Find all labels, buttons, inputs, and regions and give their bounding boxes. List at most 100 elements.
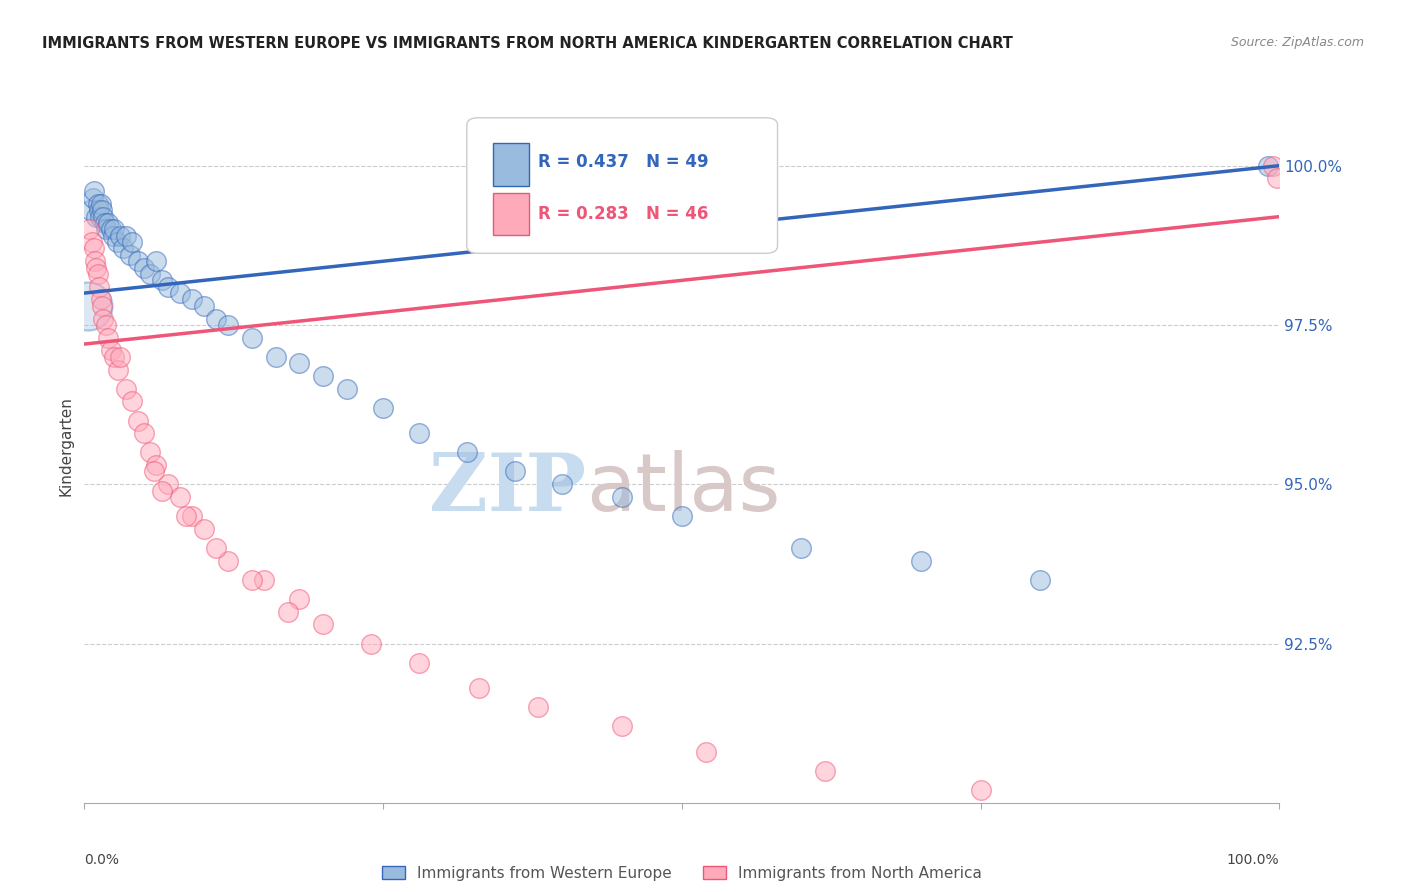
Point: [84, 210, 107, 224]
Point: [118, 248, 141, 262]
Point: [87, 279, 110, 293]
Text: 100.0%: 100.0%: [1227, 853, 1279, 867]
Point: [217, 318, 239, 332]
Y-axis label: Kindergarten: Kindergarten: [58, 396, 73, 496]
Point: [150, 273, 173, 287]
Point: [790, 541, 813, 555]
Point: [93, 216, 115, 230]
Point: [312, 617, 335, 632]
Point: [527, 700, 550, 714]
Point: [115, 382, 138, 396]
Point: [467, 681, 491, 695]
Bar: [494, 193, 529, 235]
Bar: [494, 143, 529, 186]
Point: [127, 413, 149, 427]
Point: [107, 362, 129, 376]
Point: [970, 783, 993, 797]
Point: [910, 554, 932, 568]
Point: [132, 426, 156, 441]
Point: [111, 242, 134, 256]
Text: R = 0.437   N = 49: R = 0.437 N = 49: [538, 153, 709, 171]
Point: [180, 509, 202, 524]
Point: [288, 356, 311, 370]
Point: [110, 350, 132, 364]
Point: [94, 318, 117, 332]
Point: [132, 260, 156, 275]
Point: [336, 382, 359, 396]
Point: [139, 267, 162, 281]
Point: [84, 254, 107, 268]
Point: [90, 293, 112, 307]
Point: [142, 465, 165, 479]
Text: atlas: atlas: [586, 450, 780, 528]
Point: [1256, 159, 1278, 173]
Point: [93, 311, 115, 326]
Text: R = 0.283   N = 46: R = 0.283 N = 46: [538, 205, 709, 223]
Point: [89, 210, 111, 224]
Point: [169, 286, 191, 301]
Point: [139, 445, 162, 459]
Point: [127, 254, 149, 268]
FancyBboxPatch shape: [467, 118, 778, 253]
Point: [105, 235, 128, 249]
Point: [169, 490, 191, 504]
Point: [86, 197, 108, 211]
Point: [360, 636, 382, 650]
Point: [77, 299, 100, 313]
Point: [110, 228, 132, 243]
Point: [1265, 171, 1288, 186]
Point: [145, 458, 167, 472]
Point: [217, 554, 239, 568]
Text: ZIP: ZIP: [429, 450, 586, 528]
Point: [79, 203, 101, 218]
Point: [150, 483, 173, 498]
Text: Source: ZipAtlas.com: Source: ZipAtlas.com: [1230, 36, 1364, 49]
Point: [90, 197, 112, 211]
Point: [264, 350, 287, 364]
Point: [77, 222, 100, 236]
Point: [240, 331, 263, 345]
Point: [82, 190, 104, 204]
Point: [205, 541, 228, 555]
Point: [276, 605, 298, 619]
Point: [100, 343, 122, 358]
Point: [97, 216, 120, 230]
Point: [103, 222, 125, 236]
Point: [103, 350, 125, 364]
Point: [145, 254, 167, 268]
Point: [91, 203, 114, 218]
Point: [83, 242, 105, 256]
Point: [371, 401, 394, 415]
Point: [86, 267, 108, 281]
Point: [97, 331, 120, 345]
Point: [101, 228, 124, 243]
Point: [205, 311, 228, 326]
Point: [157, 279, 180, 293]
Point: [408, 426, 430, 441]
Point: [253, 573, 276, 587]
Point: [93, 210, 115, 224]
Point: [100, 222, 122, 236]
Point: [1029, 573, 1052, 587]
Point: [91, 299, 114, 313]
Point: [1263, 159, 1285, 173]
Point: [408, 656, 430, 670]
Point: [121, 235, 143, 249]
Point: [240, 573, 263, 587]
Point: [193, 522, 215, 536]
Point: [695, 745, 717, 759]
Point: [87, 203, 110, 218]
Point: [84, 260, 107, 275]
Point: [610, 490, 633, 504]
Point: [157, 477, 180, 491]
Point: [456, 445, 478, 459]
Point: [288, 591, 311, 606]
Point: [121, 394, 143, 409]
Text: 0.0%: 0.0%: [84, 853, 120, 867]
Point: [814, 764, 837, 778]
Point: [551, 477, 574, 491]
Point: [80, 235, 103, 249]
Point: [671, 509, 693, 524]
Point: [503, 465, 526, 479]
Point: [180, 293, 202, 307]
